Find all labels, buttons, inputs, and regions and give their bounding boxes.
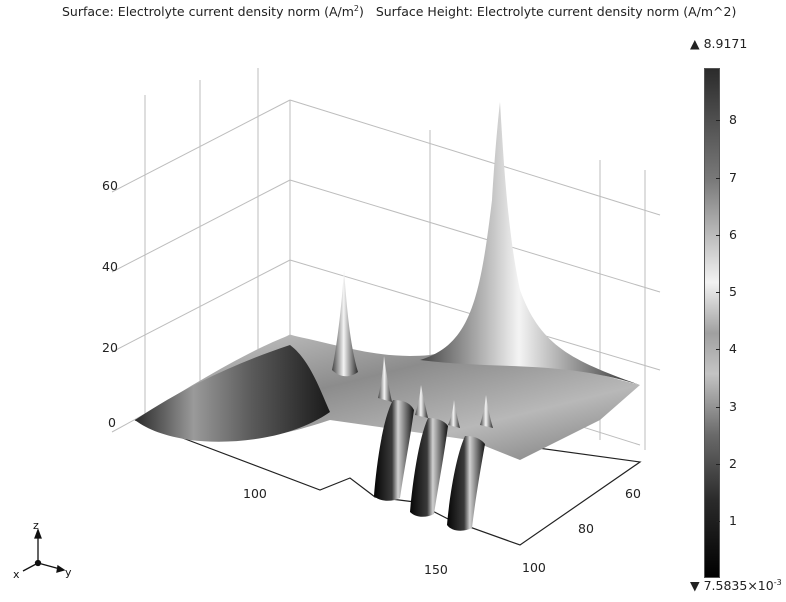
z-tick: 20 bbox=[102, 340, 118, 355]
surface bbox=[135, 102, 640, 531]
colorbar-tick-mark bbox=[716, 349, 720, 351]
colorbar-tick-mark bbox=[716, 463, 720, 465]
y-tick: 80 bbox=[578, 521, 594, 536]
colorbar-tick-mark bbox=[716, 292, 720, 294]
chart-title: Surface: Electrolyte current density nor… bbox=[62, 4, 737, 20]
x-tick: 100 bbox=[243, 486, 267, 501]
triad-z-label: z bbox=[33, 519, 39, 532]
colorbar-tick-mark bbox=[716, 521, 720, 523]
colorbar-min-label: ▼ 7.5835×10-3 bbox=[690, 578, 782, 594]
z-axis: 0 20 40 60 bbox=[102, 178, 118, 430]
colorbar-tick: 7 bbox=[729, 169, 737, 185]
y-tick: 60 bbox=[625, 486, 641, 501]
colorbar-tick: 8 bbox=[729, 112, 737, 128]
y-axis: 60 80 100 bbox=[522, 486, 641, 575]
colorbar-tick-mark bbox=[716, 177, 720, 179]
colorbar-tick: 3 bbox=[729, 398, 737, 414]
z-tick: 0 bbox=[108, 415, 116, 430]
x-axis: 100 150 bbox=[243, 486, 448, 577]
colorbar bbox=[704, 68, 720, 578]
z-tick: 40 bbox=[102, 259, 118, 274]
z-tick: 60 bbox=[102, 178, 118, 193]
triad-x-label: x bbox=[13, 568, 20, 581]
triad-y-label: y bbox=[65, 566, 72, 579]
colorbar-tick: 6 bbox=[729, 226, 737, 242]
axis-triad: z x y bbox=[13, 519, 72, 581]
colorbar-tick-mark bbox=[716, 234, 720, 236]
colorbar-tick: 5 bbox=[729, 284, 737, 300]
x-tick: 150 bbox=[424, 562, 448, 577]
colorbar-max-label: ▲ 8.9171 bbox=[690, 36, 748, 51]
colorbar-tick: 2 bbox=[729, 455, 737, 471]
colorbar-tick: 1 bbox=[729, 513, 737, 529]
y-tick: 100 bbox=[522, 560, 546, 575]
colorbar-tick-mark bbox=[716, 406, 720, 408]
colorbar-tick-mark bbox=[716, 120, 720, 122]
colorbar-tick: 4 bbox=[729, 341, 737, 357]
